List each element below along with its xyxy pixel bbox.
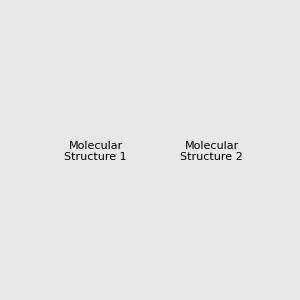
Text: Molecular
Structure 2: Molecular Structure 2 (181, 141, 243, 162)
Text: Molecular
Structure 1: Molecular Structure 1 (64, 141, 127, 162)
